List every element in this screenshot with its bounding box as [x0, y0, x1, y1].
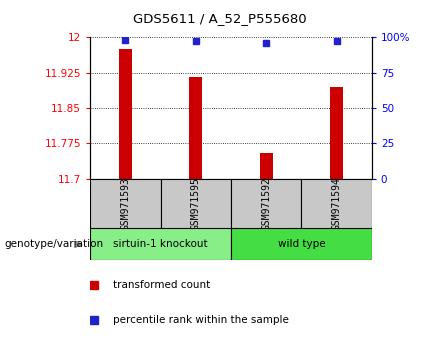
Text: genotype/variation: genotype/variation [4, 239, 103, 249]
Text: GSM971592: GSM971592 [261, 177, 271, 230]
Bar [301, 179, 372, 228]
Bar [161, 179, 231, 228]
Bar [231, 179, 301, 228]
Text: GSM971595: GSM971595 [191, 177, 201, 230]
Text: wild type: wild type [278, 239, 325, 249]
Bar [330, 87, 343, 179]
Bar [119, 49, 132, 179]
Bar [90, 179, 161, 228]
Text: GDS5611 / A_52_P555680: GDS5611 / A_52_P555680 [133, 12, 307, 25]
Text: transformed count: transformed count [113, 280, 210, 290]
Text: GSM971594: GSM971594 [332, 177, 341, 230]
Bar [260, 153, 272, 179]
Text: percentile rank within the sample: percentile rank within the sample [113, 315, 288, 325]
Bar [90, 228, 231, 260]
Bar [190, 77, 202, 179]
Text: GSM971593: GSM971593 [121, 177, 130, 230]
Bar [231, 228, 372, 260]
Text: sirtuin-1 knockout: sirtuin-1 knockout [113, 239, 208, 249]
